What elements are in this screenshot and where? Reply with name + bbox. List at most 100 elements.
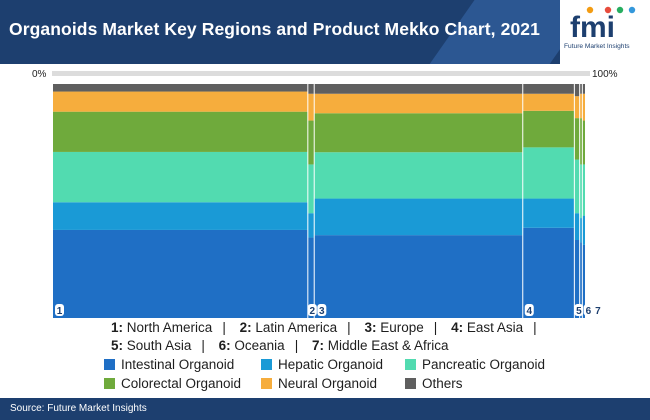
bar-segment-7-colorectal-organoid bbox=[582, 120, 585, 165]
region-badge-label: 6 bbox=[586, 306, 592, 317]
x-axis-max-label: 100% bbox=[592, 69, 618, 80]
region-badge-1: 1 bbox=[55, 304, 64, 317]
region-badge-5: 5 bbox=[574, 304, 584, 317]
region-name: Latin America bbox=[255, 320, 338, 335]
legend-label: Neural Organoid bbox=[278, 376, 378, 391]
bar-segment-6-intestinal-organoid bbox=[579, 242, 583, 318]
fmi-logo-graphic: fmi Future Market Insights bbox=[564, 6, 636, 50]
legend-label: Intestinal Organoid bbox=[121, 357, 235, 372]
legend-swatch bbox=[405, 378, 416, 389]
bar-segment-5-intestinal-organoid bbox=[574, 240, 580, 318]
bar-segment-2-intestinal-organoid bbox=[307, 237, 315, 318]
legend-item-pancreatic: Pancreatic Organoid bbox=[405, 357, 545, 372]
bar-segment-7-neural-organoid bbox=[582, 93, 585, 121]
bar-segment-5-others bbox=[574, 84, 580, 97]
logo-dot-blue bbox=[628, 6, 636, 14]
bar-segment-3-pancreatic-organoid bbox=[314, 152, 523, 199]
source-note: Source: Future Market Insights bbox=[10, 403, 147, 414]
bar-segment-5-hepatic-organoid bbox=[574, 213, 580, 240]
bar-segment-5-pancreatic-organoid bbox=[574, 159, 580, 214]
region-legend-line-1: 1: North America | 2: Latin America | 3: E… bbox=[111, 320, 537, 335]
bar-segment-6-hepatic-organoid bbox=[579, 218, 583, 243]
region-badge-label: 2 bbox=[310, 306, 316, 317]
region-name: South Asia bbox=[126, 338, 192, 353]
region-badge-label: 1 bbox=[57, 306, 63, 317]
region-badge-6: 6 bbox=[583, 304, 593, 317]
chart-title: Organoids Market Key Regions and Product… bbox=[9, 19, 540, 39]
region-badge-bg bbox=[307, 304, 317, 316]
region-name: North America bbox=[126, 320, 213, 335]
region-badge-2: 2 bbox=[307, 304, 317, 317]
bar-segment-7-hepatic-organoid bbox=[582, 215, 585, 245]
legend-item-others: Others bbox=[405, 376, 463, 391]
region-badge-label: 7 bbox=[595, 306, 601, 317]
bar-segment-3-neural-organoid bbox=[314, 93, 523, 114]
bar-segment-6-colorectal-organoid bbox=[579, 118, 583, 165]
bar-segment-6-pancreatic-organoid bbox=[579, 164, 583, 219]
bar-segment-2-colorectal-organoid bbox=[307, 120, 315, 165]
legend-label: Colorectal Organoid bbox=[121, 376, 242, 391]
region-name: Oceania bbox=[234, 338, 285, 353]
bar-segment-2-others bbox=[307, 84, 315, 94]
region-badge-bg bbox=[593, 304, 603, 316]
region-badge-bg bbox=[574, 304, 584, 316]
bar-segment-3-others bbox=[314, 84, 523, 94]
region-name: East Asia bbox=[466, 320, 524, 335]
bar-segment-4-others bbox=[522, 84, 575, 94]
legend-swatch bbox=[104, 359, 115, 370]
region-badge-bg bbox=[55, 304, 64, 316]
legend-swatch bbox=[104, 378, 115, 389]
region-legend-line-2: 5: South Asia | 6: Oceania | 7: Middle Eas… bbox=[111, 338, 449, 353]
bar-segment-2-pancreatic-organoid bbox=[307, 164, 315, 214]
bar-segment-6-neural-organoid bbox=[579, 93, 583, 119]
logo-dot-orange bbox=[586, 6, 594, 14]
bar-segment-3-intestinal-organoid bbox=[314, 235, 523, 318]
bar-segment-1-hepatic-organoid bbox=[53, 202, 308, 230]
region-badge-label: 4 bbox=[526, 306, 532, 317]
chart-header: Organoids Market Key Regions and Product… bbox=[0, 0, 650, 64]
bar-segment-4-colorectal-organoid bbox=[522, 110, 575, 148]
bar-segment-1-colorectal-organoid bbox=[53, 111, 308, 152]
legend-label: Pancreatic Organoid bbox=[422, 357, 546, 372]
bar-segment-6-others bbox=[579, 84, 583, 94]
region-badge-bg bbox=[583, 304, 593, 316]
bar-segment-1-intestinal-organoid bbox=[53, 229, 308, 318]
bar-segment-4-pancreatic-organoid bbox=[522, 147, 575, 199]
logo-dot-green bbox=[616, 6, 624, 14]
region-badge-bg bbox=[317, 304, 327, 316]
x-axis-track bbox=[52, 71, 590, 76]
region-badge-3: 3 bbox=[317, 304, 327, 317]
bar-segment-4-hepatic-organoid bbox=[522, 198, 575, 228]
region-badge-label: 3 bbox=[319, 306, 325, 317]
region-name: Middle East & Africa bbox=[327, 338, 449, 353]
fmi-logo: fmi Future Market Insights bbox=[560, 0, 650, 64]
region-name: Europe bbox=[380, 320, 424, 335]
region-badge-bg bbox=[524, 304, 534, 316]
region-badge-4: 4 bbox=[524, 304, 534, 317]
logo-text: fmi bbox=[570, 11, 615, 44]
bar-segment-1-others bbox=[53, 84, 308, 92]
region-badge-label: 5 bbox=[576, 306, 582, 317]
legend-item-hepatic: Hepatic Organoid bbox=[261, 357, 383, 372]
bar-segment-2-hepatic-organoid bbox=[307, 213, 315, 238]
bar-segment-1-pancreatic-organoid bbox=[53, 151, 308, 203]
bar-segment-2-neural-organoid bbox=[307, 93, 315, 121]
legend-label: Hepatic Organoid bbox=[278, 357, 384, 372]
footer: Source: Future Market Insights bbox=[0, 398, 650, 420]
legend-swatch bbox=[261, 359, 272, 370]
bar-segment-1-neural-organoid bbox=[53, 91, 308, 112]
bar-segment-4-intestinal-organoid bbox=[522, 227, 575, 318]
logo-dot-red bbox=[604, 6, 612, 14]
bar-segment-7-intestinal-organoid bbox=[582, 244, 585, 318]
legend-label: Others bbox=[422, 376, 463, 391]
legend-item-intestinal: Intestinal Organoid bbox=[104, 357, 234, 372]
legend-item-colorectal: Colorectal Organoid bbox=[104, 376, 241, 391]
legend-swatch bbox=[405, 359, 416, 370]
mekko-bars bbox=[53, 84, 585, 318]
bar-segment-7-others bbox=[582, 84, 585, 94]
x-axis-min-label: 0% bbox=[32, 69, 47, 80]
bar-segment-5-colorectal-organoid bbox=[574, 118, 580, 160]
bar-segment-4-neural-organoid bbox=[522, 93, 575, 111]
